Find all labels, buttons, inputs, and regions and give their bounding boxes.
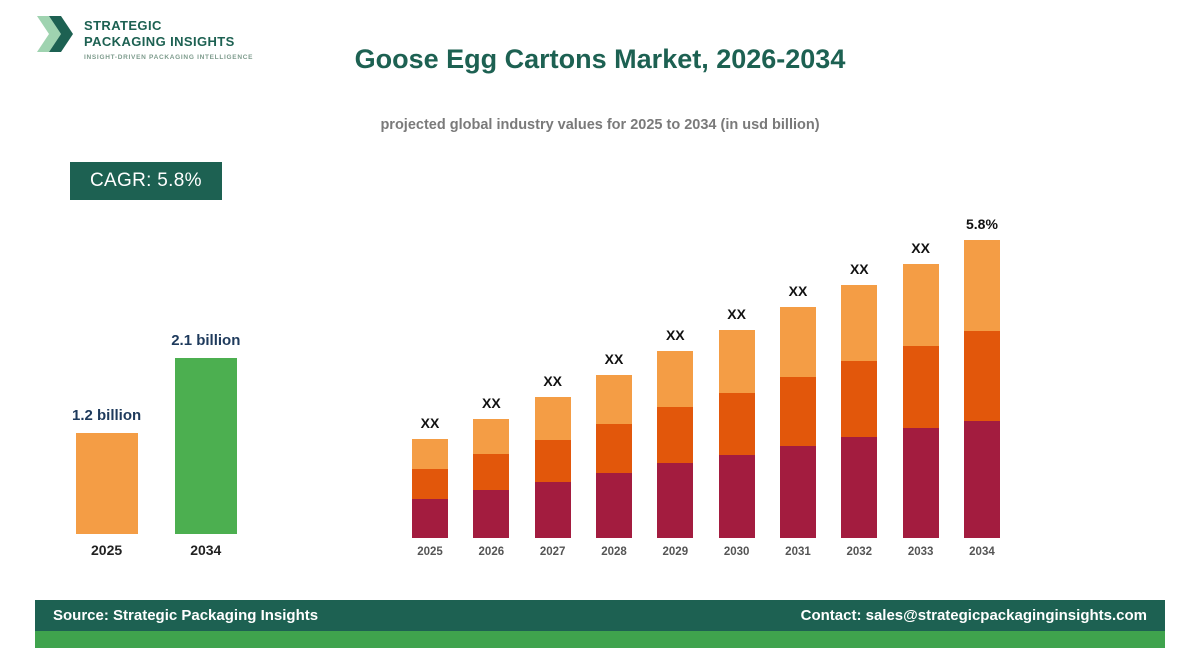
footer-source-text: Source: Strategic Packaging Insights (53, 607, 319, 624)
bar-segment-top (473, 419, 510, 454)
bar-top-label: XX (604, 351, 624, 367)
bar-top-label: XX (481, 395, 501, 411)
mini-bar (75, 433, 138, 534)
stacked-bar-group: XX 2028 (595, 351, 632, 558)
bar-segment-top (779, 307, 816, 377)
footer-contact-text: Contact: sales@strategicpackaginginsight… (800, 607, 1147, 624)
bar-segment-middle (534, 440, 571, 482)
bar-segment-top (595, 375, 632, 424)
stacked-bar-group: XX 2029 (657, 327, 694, 558)
bar-segment-top (841, 285, 878, 361)
mini-bar-value-label: 2.1 billion (171, 332, 241, 349)
cagr-badge: CAGR: 5.8% (70, 162, 222, 200)
logo-tagline: INSIGHT-DRIVEN PACKAGING INTELLIGENCE (84, 54, 254, 62)
stacked-bar-group: 5.8% 2034 (963, 216, 1000, 558)
mini-bar-group: 2.1 billion 2034 (171, 332, 240, 558)
bar-segment-top (412, 439, 448, 469)
stacked-bar-year-label: 2033 (907, 546, 934, 558)
stacked-bar-year-label: 2030 (723, 546, 750, 558)
bar-segment-top (902, 264, 939, 346)
stacked-bar (534, 397, 571, 538)
bar-top-label: XX (665, 327, 685, 343)
stacked-bar (902, 264, 939, 538)
mini-bar-group: 1.2 billion 2025 (72, 407, 141, 558)
stacked-bar-group: XX 2027 (534, 373, 571, 558)
stacked-bar (657, 351, 694, 538)
mini-bar-year-label: 2034 (190, 542, 222, 558)
logo-line-2: PACKAGING INSIGHTS (84, 33, 235, 49)
page-subtitle: projected global industry values for 202… (380, 117, 820, 133)
bar-segment-bottom (412, 499, 448, 538)
stacked-bar-year-label: 2028 (601, 546, 627, 558)
logo: STRATEGIC PACKAGING INSIGHTS INSIGHT-DRI… (35, 12, 253, 61)
bar-segment-bottom (902, 428, 939, 538)
bar-segment-top (534, 397, 571, 440)
bar-segment-middle (718, 393, 755, 455)
bar-top-label: XX (543, 373, 562, 389)
logo-text: STRATEGIC PACKAGING INSIGHTS INSIGHT-DRI… (84, 18, 253, 61)
page-title: Goose Egg Cartons Market, 2026-2034 (354, 44, 846, 74)
footer-green-strip (35, 631, 1165, 648)
stacked-bar-year-label: 2029 (662, 546, 689, 558)
stacked-bar (473, 419, 510, 538)
stacked-bar-year-label: 2034 (969, 546, 995, 558)
bar-top-label: XX (849, 261, 869, 277)
stacked-bar (841, 285, 878, 538)
bar-segment-top (963, 240, 1000, 331)
stacked-bar (412, 439, 448, 538)
stacked-bar-group: XX 2032 (841, 261, 878, 558)
mini-bar-year-label: 2025 (91, 542, 123, 558)
bar-segment-middle (963, 331, 1000, 421)
stacked-bar-year-label: 2027 (539, 546, 566, 558)
stacked-bar-group: XX 2033 (902, 240, 939, 558)
bar-segment-middle (902, 346, 939, 428)
bar-segment-bottom (595, 473, 632, 538)
bar-segment-bottom (718, 455, 755, 538)
bar-segment-bottom (779, 446, 816, 538)
bar-segment-bottom (963, 421, 1000, 538)
logo-line-1: STRATEGIC (84, 18, 162, 33)
stacked-bar-year-label: 2025 (417, 546, 443, 558)
bar-segment-middle (412, 469, 448, 499)
bar-segment-bottom (841, 437, 878, 538)
bar-segment-middle (841, 361, 878, 437)
stacked-bar-group: XX 2026 (473, 395, 510, 558)
bar-top-label: XX (788, 283, 808, 299)
bar-top-label: XX (911, 240, 930, 256)
bar-segment-middle (595, 424, 632, 473)
mini-bar-value-label: 1.2 billion (72, 407, 142, 424)
logo-chevrons-icon (37, 16, 73, 52)
stacked-bar (779, 307, 816, 538)
bar-segment-bottom (657, 463, 694, 538)
footer-bar: Source: Strategic Packaging Insights Con… (35, 600, 1165, 631)
stacked-bar (963, 240, 1000, 538)
stacked-bar-year-label: 2031 (785, 546, 811, 558)
mini-bar (174, 358, 237, 534)
bar-top-label: 5.8% (965, 216, 998, 232)
stacked-bar-year-label: 2032 (846, 546, 873, 558)
stacked-bar-group: XX 2030 (718, 306, 755, 558)
stacked-bar-year-label: 2026 (478, 546, 505, 558)
stacked-bar (595, 375, 632, 538)
mini-bar-chart: 1.2 billion 2025 2.1 billion 2034 (72, 300, 240, 558)
bar-segment-middle (473, 454, 510, 490)
bar-segment-bottom (473, 490, 510, 538)
bar-segment-top (718, 330, 755, 393)
bar-segment-middle (779, 377, 816, 446)
stacked-bar (718, 330, 755, 538)
bar-segment-top (657, 351, 694, 407)
bar-segment-middle (657, 407, 694, 463)
bar-segment-bottom (534, 482, 571, 538)
stacked-bar-group: XX 2025 (412, 415, 448, 558)
stacked-bar-group: XX 2031 (779, 283, 816, 558)
stacked-bar-chart: XX 2025 XX 2026 XX 2027 XX 2028 XX 2029 XX 2030 XX 20… (412, 205, 1000, 558)
bar-top-label: XX (420, 415, 440, 431)
bar-top-label: XX (727, 306, 746, 322)
